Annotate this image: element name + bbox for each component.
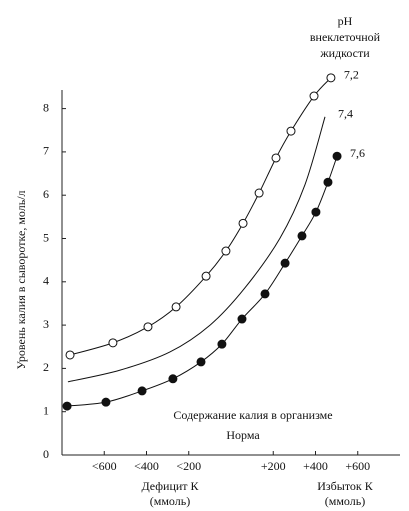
point: [323, 177, 333, 187]
point: [332, 151, 342, 161]
point: [286, 126, 296, 136]
y-tick-label: 0: [43, 447, 49, 461]
point: [271, 153, 281, 163]
point: [309, 91, 319, 101]
y-tick-label: 3: [43, 317, 49, 331]
point: [201, 271, 211, 281]
point: [137, 386, 147, 396]
point: [143, 322, 153, 332]
point: [221, 246, 231, 256]
y-tick-label: 2: [43, 360, 49, 374]
x-tick-label: +200: [261, 459, 286, 473]
x-tick-label: +600: [345, 459, 370, 473]
point: [217, 339, 227, 349]
line: [67, 116, 326, 383]
point: [62, 401, 72, 411]
x-tick-label: <600: [92, 459, 117, 473]
y-tick-label: 6: [43, 187, 49, 201]
point: [280, 258, 290, 268]
x-group-unit: (ммоль): [325, 494, 365, 508]
series-label: 7,6: [350, 146, 365, 160]
series-label: 7,2: [344, 68, 359, 82]
point: [237, 314, 247, 324]
point: [326, 73, 336, 83]
x-group-unit: (ммоль): [150, 494, 190, 508]
y-tick-label: 4: [43, 274, 49, 288]
point: [311, 207, 321, 217]
point: [254, 188, 264, 198]
y-tick-label: 7: [43, 144, 49, 158]
series-label: 7,4: [338, 107, 353, 121]
point: [101, 397, 111, 407]
point: [297, 231, 307, 241]
x-tick-label: <200: [176, 459, 201, 473]
y-tick-label: 8: [43, 100, 49, 114]
legend-title: pH: [338, 14, 353, 28]
point: [65, 350, 75, 360]
annotation: Норма: [226, 428, 260, 442]
y-axis-label: Уровень калия в сыворотке, моль/л: [14, 190, 28, 369]
point: [171, 302, 181, 312]
point: [238, 218, 248, 228]
x-tick-label: +400: [303, 459, 328, 473]
x-tick-label: <400: [134, 459, 159, 473]
x-group-label: Дефицит К: [141, 479, 199, 493]
point: [108, 338, 118, 348]
y-tick-label: 1: [43, 403, 49, 417]
annotation: Содержание калия в организме: [173, 408, 332, 422]
point: [260, 289, 270, 299]
x-group-label: Избыток К: [317, 479, 373, 493]
y-tick-label: 5: [43, 230, 49, 244]
point: [196, 357, 206, 367]
legend-title: жидкости: [319, 46, 370, 60]
point: [168, 374, 178, 384]
legend-title: внеклеточной: [310, 30, 381, 44]
